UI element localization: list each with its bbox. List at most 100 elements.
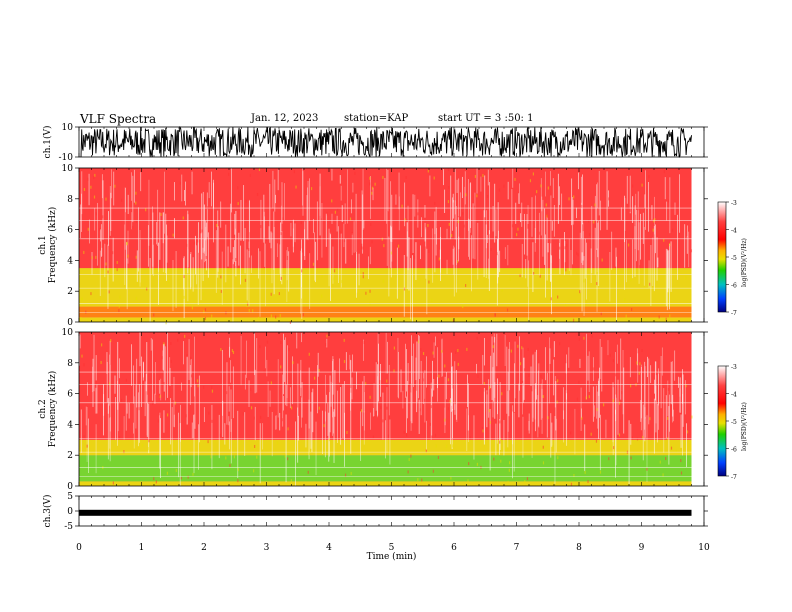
texture-streak: [390, 181, 392, 242]
texture-streak: [509, 342, 511, 391]
texture-streak: [568, 347, 570, 368]
texture-dot: [417, 212, 419, 216]
texture-dot: [670, 446, 673, 450]
texture-streak: [118, 358, 120, 379]
texture-streak: [425, 229, 426, 247]
texture-streak: [669, 177, 671, 234]
spectrogram-band-2: [79, 268, 692, 307]
texture-dot: [669, 243, 671, 247]
texture-streak: [541, 379, 543, 419]
texture-streak: [407, 380, 408, 419]
texture-dot: [183, 275, 185, 279]
texture-streak: [493, 333, 495, 343]
texture-streak: [522, 386, 524, 402]
texture-dot: [369, 176, 371, 180]
texture-dot: [85, 310, 87, 314]
texture-dot: [425, 449, 427, 453]
texture-streak: [363, 339, 364, 361]
texture-streak: [545, 347, 546, 381]
texture-streak: [360, 411, 362, 461]
texture-streak: [461, 176, 463, 199]
texture-streak: [581, 408, 582, 418]
texture-streak: [343, 223, 345, 248]
texture-streak: [285, 414, 287, 483]
y-tick-label: 6: [67, 390, 73, 400]
texture-dot: [427, 223, 429, 227]
texture-dot: [372, 435, 375, 439]
texture-dot: [509, 277, 511, 281]
texture-streak: [258, 248, 259, 279]
texture-streak: [79, 333, 80, 366]
texture-streak: [444, 189, 446, 213]
texture-dot: [191, 306, 194, 310]
texture-dot: [371, 240, 373, 244]
texture-streak: [421, 217, 422, 238]
texture-dot: [649, 451, 651, 455]
texture-dot: [118, 436, 121, 440]
texture-streak: [601, 346, 603, 392]
texture-streak: [431, 360, 433, 397]
texture-streak: [314, 232, 315, 281]
texture-streak: [368, 256, 369, 280]
texture-streak: [596, 248, 598, 312]
texture-dot: [189, 356, 192, 360]
texture-dot: [254, 444, 256, 448]
texture-dot: [123, 450, 125, 454]
texture-dot: [511, 224, 514, 228]
texture-streak: [406, 349, 407, 392]
x-tick-label: 5: [389, 543, 395, 553]
texture-streak: [584, 424, 586, 472]
texture-dot: [116, 268, 118, 272]
texture-streak: [616, 256, 617, 323]
texture-dot: [585, 396, 587, 400]
texture-dot: [163, 381, 165, 385]
texture-dot: [90, 292, 92, 296]
texture-dot: [406, 433, 408, 437]
texture-streak: [453, 247, 455, 297]
texture-streak: [145, 373, 147, 392]
texture-dot: [489, 386, 491, 390]
texture-dot: [242, 412, 244, 416]
texture-dot: [483, 382, 485, 386]
texture-streak: [284, 339, 286, 382]
texture-dot: [601, 258, 603, 262]
texture-streak: [340, 185, 342, 201]
texture-streak: [301, 332, 302, 343]
texture-streak: [377, 333, 379, 362]
texture-dot: [187, 475, 189, 479]
texture-dot: [499, 420, 501, 424]
texture-streak: [519, 336, 520, 391]
texture-dot: [237, 468, 239, 472]
texture-streak: [551, 255, 552, 315]
x-tick-label: 0: [76, 543, 82, 553]
texture-dot: [662, 473, 664, 477]
texture-streak: [524, 213, 525, 255]
texture-streak: [507, 181, 509, 200]
texture-streak: [218, 414, 220, 459]
texture-streak: [634, 226, 636, 277]
texture-dot: [307, 470, 309, 474]
texture-streak: [345, 352, 347, 371]
texture-streak: [328, 228, 330, 287]
texture-streak: [312, 388, 314, 433]
spectrogram-texture: [80, 168, 693, 329]
texture-streak: [446, 259, 448, 275]
texture-dot: [671, 228, 674, 232]
texture-streak: [160, 378, 162, 401]
texture-streak: [497, 238, 499, 284]
texture-streak: [507, 245, 509, 266]
texture-dot: [492, 345, 494, 349]
texture-streak: [554, 376, 556, 408]
texture-streak: [115, 397, 116, 440]
texture-dot: [501, 288, 503, 292]
texture-streak: [412, 255, 413, 322]
texture-streak: [497, 202, 499, 255]
texture-dot: [432, 351, 434, 355]
texture-streak: [148, 403, 150, 454]
texture-dot: [310, 187, 313, 191]
texture-streak: [292, 356, 293, 405]
texture-streak: [493, 352, 495, 402]
texture-streak: [109, 418, 111, 449]
texture-dot: [256, 455, 258, 459]
texture-streak: [590, 248, 592, 283]
